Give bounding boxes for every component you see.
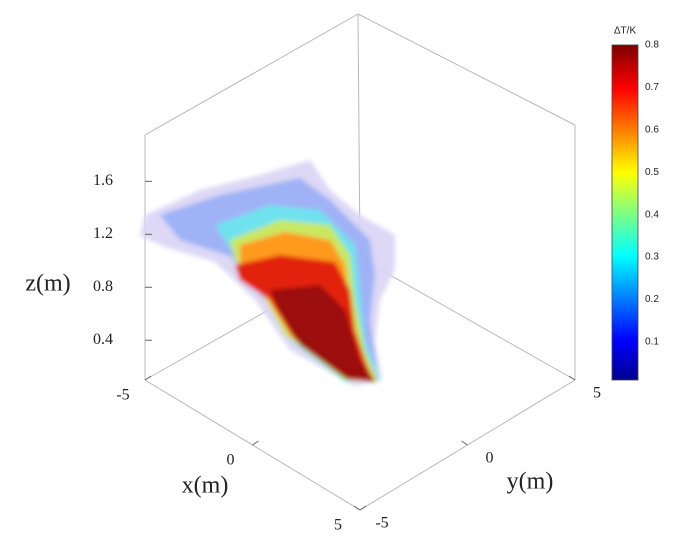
x-tick-label: -5: [116, 387, 129, 404]
z-tick-label: 1.6: [93, 172, 113, 189]
x-tick-label: 5: [334, 517, 342, 534]
y-tick-label: 5: [593, 385, 601, 402]
colorbar-title: ΔT/K: [614, 26, 637, 37]
z-axis-label: z(m): [25, 271, 70, 297]
axes: 0.4 0.8 1.2 1.6 -5 0 5 -5 0 5 0.1 0.2 0.3 0.4 0.5 0.6 0.…: [93, 40, 659, 534]
colorbar-tick-label: 0.7: [645, 82, 659, 93]
y-tick: [353, 505, 361, 511]
x-axis-label: x(m): [182, 473, 229, 499]
z-tick-label: 0.8: [93, 278, 113, 295]
y-axis-label: y(m): [507, 469, 554, 495]
x-tick-label: 0: [227, 452, 235, 469]
colorbar-tick-label: 0.3: [645, 252, 659, 263]
colorbar-tick-label: 0.4: [645, 209, 659, 220]
colorbar: [611, 44, 639, 381]
colorbar-tick-label: 0.5: [645, 167, 659, 178]
x-tick: [359, 505, 367, 511]
colorbar-tick-label: 0.1: [645, 336, 659, 347]
y-tick: [461, 440, 468, 446]
x-tick: [144, 375, 152, 381]
colorbar-tick-label: 0.6: [645, 124, 659, 135]
y-tick-label: -5: [375, 515, 388, 532]
x-tick: [252, 440, 259, 446]
colorbar-tick-label: 0.8: [645, 40, 659, 51]
colorbar-tick-label: 0.2: [645, 294, 659, 305]
plume: [140, 160, 395, 386]
z-tick-label: 0.4: [93, 331, 113, 348]
y-tick: [568, 375, 576, 381]
z-tick-label: 1.2: [93, 225, 113, 242]
y-tick-label: 0: [486, 450, 494, 467]
